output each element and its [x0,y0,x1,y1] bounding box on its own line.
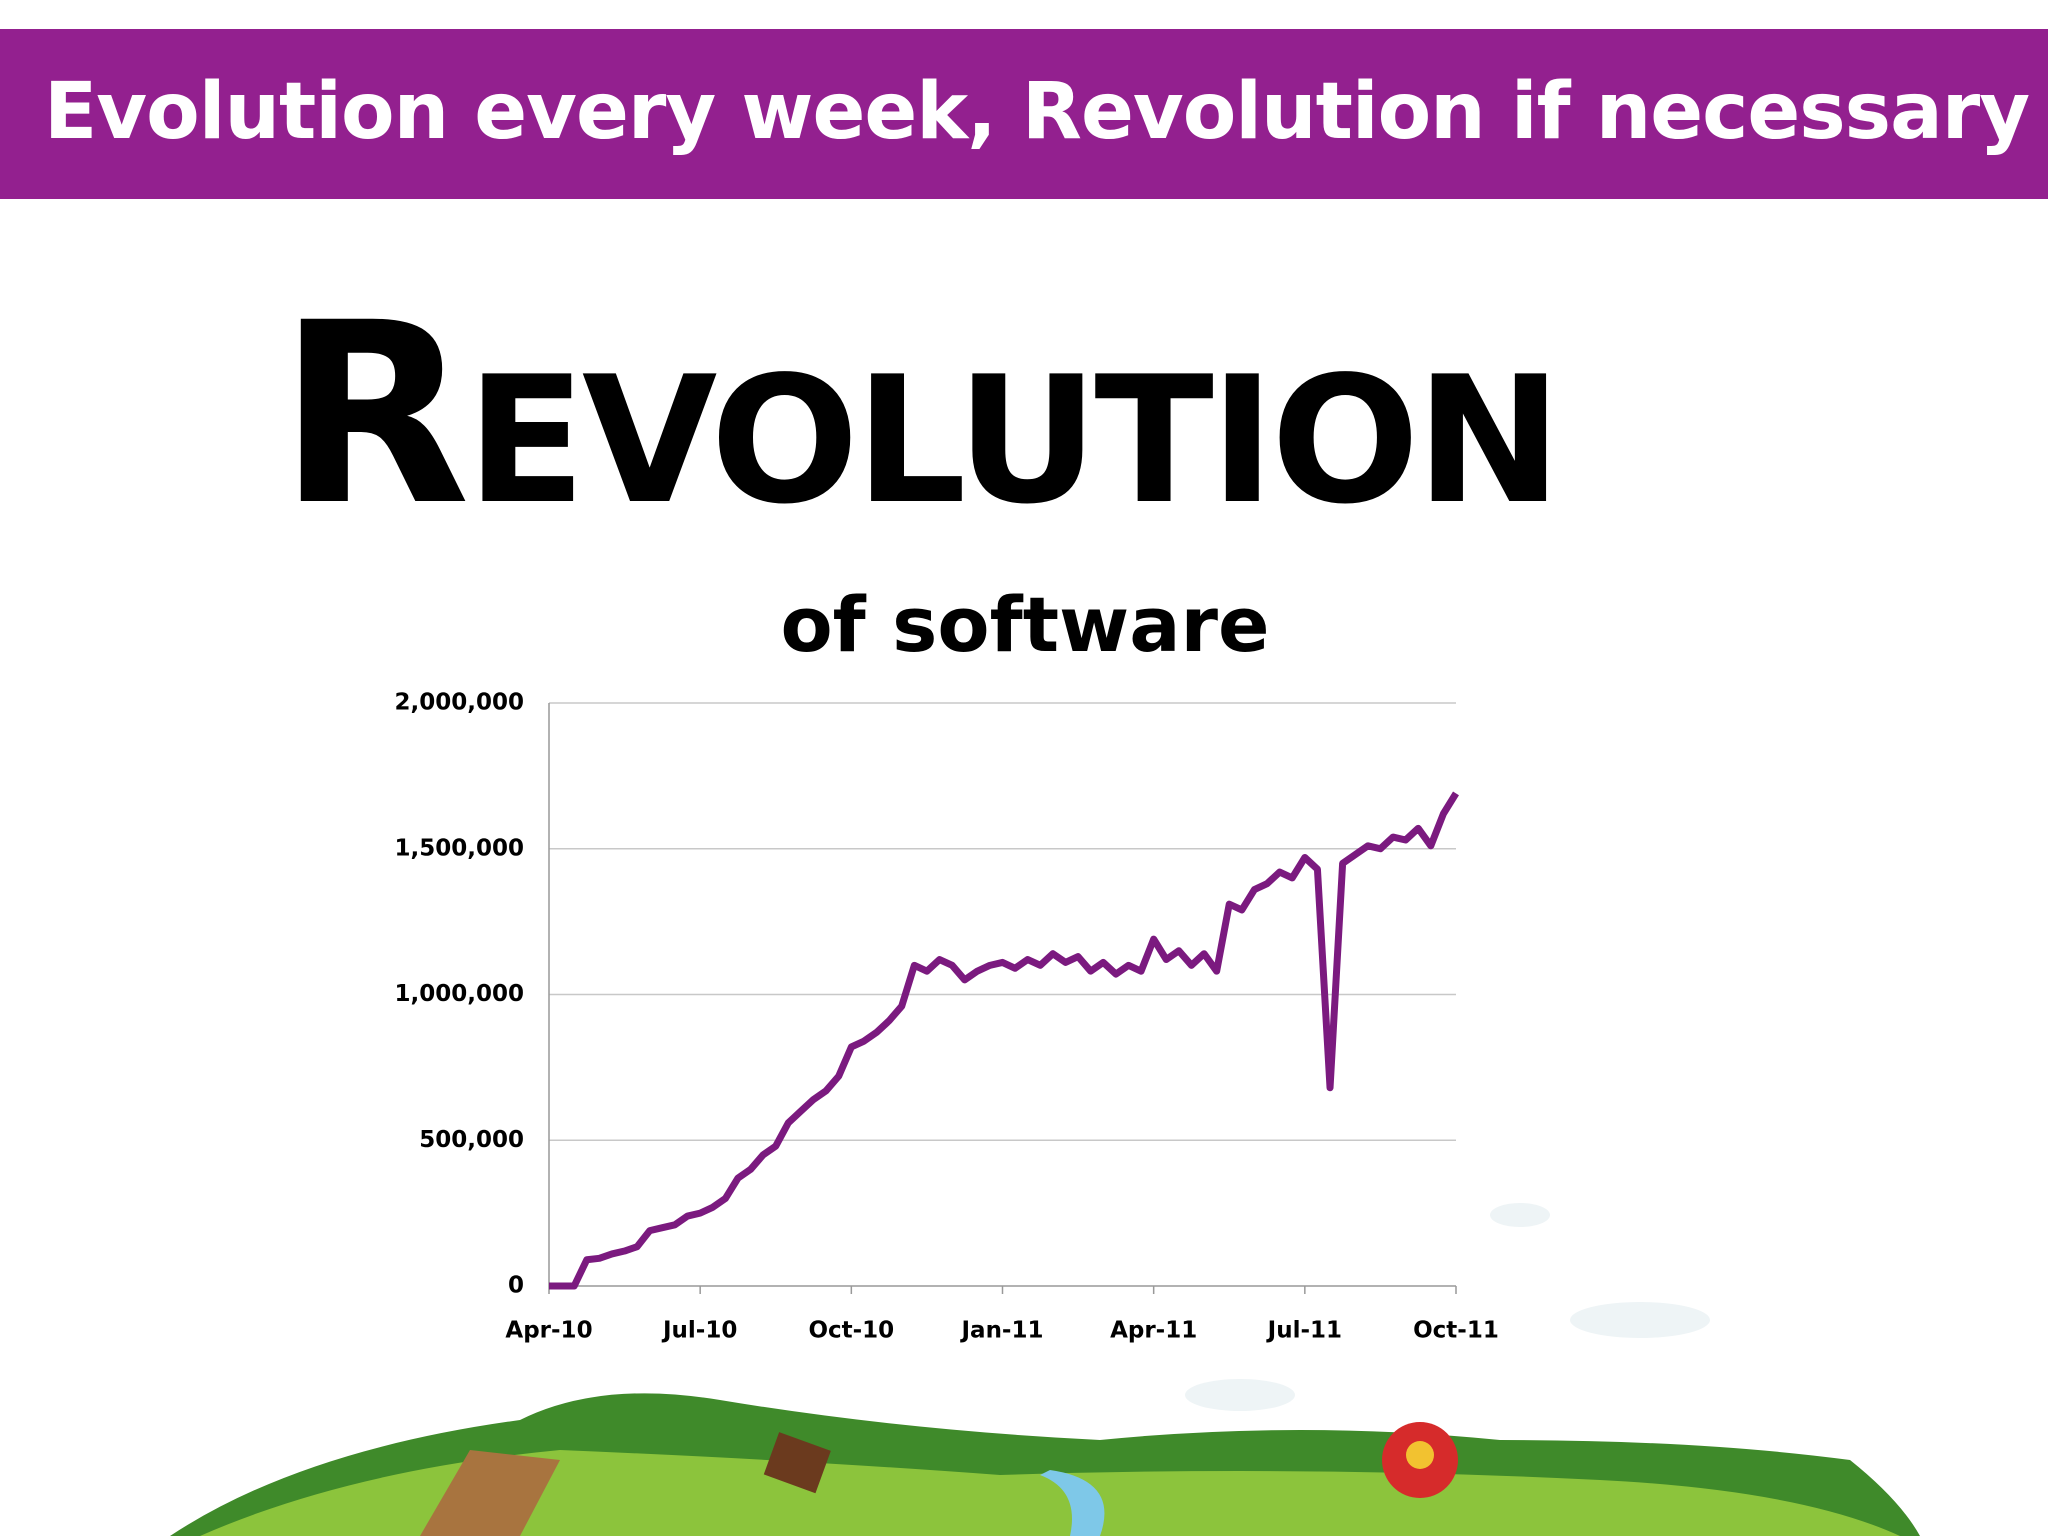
x-tick-label: Jul-11 [1266,1318,1342,1344]
landscape [170,1203,1920,1536]
header-title: Evolution every week, Revolution if nece… [44,67,2030,157]
subheadline: of software [780,580,1270,669]
y-tick-label: 1,000,000 [395,981,525,1007]
x-tick-label: Apr-10 [505,1318,592,1344]
x-tick-label: Jan-11 [959,1318,1043,1344]
x-tick-label: Apr-11 [1110,1318,1197,1344]
y-tick-label: 2,000,000 [395,690,525,716]
line-series [549,791,1459,1290]
y-tick-label: 1,500,000 [395,835,525,861]
headline: Revolution [277,269,1562,560]
y-tick-label: 500,000 [419,1127,524,1153]
header-bar: Evolution every week, Revolution if nece… [0,29,2048,199]
x-tick-label: Jul-10 [661,1318,737,1344]
x-tick-label: Oct-10 [808,1318,894,1344]
x-tick-label: Oct-11 [1413,1318,1499,1344]
y-tick-label: 0 [508,1273,524,1299]
